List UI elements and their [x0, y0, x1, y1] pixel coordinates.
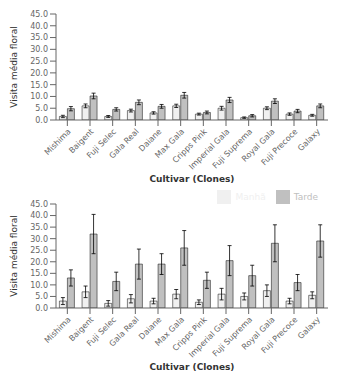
svg-text:Cripps Pink: Cripps Pink [170, 127, 209, 165]
svg-text:15.0: 15.0 [30, 81, 48, 90]
svg-text:10.0: 10.0 [30, 92, 48, 101]
svg-text:45.0: 45.0 [30, 10, 48, 19]
svg-text:Mishima: Mishima [43, 315, 73, 345]
svg-text:25.0: 25.0 [30, 57, 48, 66]
svg-text:20.0: 20.0 [30, 69, 48, 78]
svg-text:Gala Real: Gala Real [108, 315, 141, 348]
svg-text:35.0: 35.0 [30, 223, 48, 232]
svg-text:Daiane: Daiane [137, 315, 164, 342]
svg-text:Cultivar (Clones): Cultivar (Clones) [150, 362, 235, 372]
svg-text:Galaxy: Galaxy [296, 315, 322, 341]
html-text:Tarde: Tarde [293, 191, 318, 202]
svg-text:Baigent: Baigent [67, 127, 96, 156]
svg-text:40.0: 40.0 [30, 211, 48, 220]
svg-text:15.0: 15.0 [30, 269, 48, 278]
svg-text:20.0: 20.0 [30, 258, 48, 267]
svg-text:Royal Gala: Royal Gala [240, 315, 277, 352]
svg-text:Gala Real: Gala Real [108, 127, 141, 160]
svg-text:Fuji Precoce: Fuji Precoce [259, 127, 299, 167]
svg-text:Fuji Suprema: Fuji Suprema [210, 127, 255, 171]
svg-text:40.0: 40.0 [30, 22, 48, 31]
svg-text:Galaxy: Galaxy [296, 127, 322, 153]
svg-text:Fuji Selec: Fuji Selec [85, 315, 119, 349]
svg-text:0.0: 0.0 [35, 116, 48, 125]
svg-text:30.0: 30.0 [30, 235, 48, 244]
svg-text:Cripps Pink: Cripps Pink [170, 315, 209, 353]
svg-text:5.0: 5.0 [35, 104, 48, 113]
svg-text:Imperial Gala: Imperial Gala [187, 127, 232, 172]
svg-text:Fuji Precoce: Fuji Precoce [259, 315, 299, 355]
svg-text:Daiane: Daiane [137, 127, 164, 154]
svg-text:Visita média floral: Visita média floral [9, 215, 19, 296]
svg-text:0.0: 0.0 [35, 304, 48, 313]
svg-text:25.0: 25.0 [30, 246, 48, 255]
svg-text:Fuji Suprema: Fuji Suprema [210, 315, 255, 359]
svg-text:30.0: 30.0 [30, 45, 48, 54]
svg-text:5.0: 5.0 [35, 292, 48, 301]
svg-text:Imperial Gala: Imperial Gala [187, 315, 232, 360]
svg-text:Mishima: Mishima [43, 127, 73, 157]
html-text:Manhã: Manhã [235, 191, 266, 202]
svg-text:Royal Gala: Royal Gala [240, 127, 277, 164]
svg-text:45.0: 45.0 [30, 200, 48, 209]
svg-text:10.0: 10.0 [30, 281, 48, 290]
svg-text:Fuji Selec: Fuji Selec [85, 127, 119, 161]
svg-text:Max Gala: Max Gala [153, 127, 187, 160]
svg-text:Visita média floral: Visita média floral [9, 26, 19, 107]
svg-text:Cultivar (Clones): Cultivar (Clones) [150, 174, 235, 184]
svg-text:Baigent: Baigent [67, 315, 96, 344]
svg-text:Max Gala: Max Gala [153, 315, 187, 348]
svg-text:35.0: 35.0 [30, 33, 48, 42]
